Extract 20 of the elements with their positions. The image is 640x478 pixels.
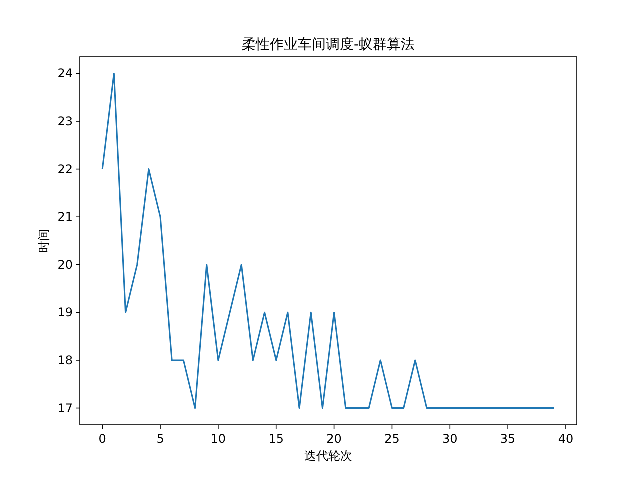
y-tick-label: 22 (58, 162, 73, 176)
chart-title: 柔性作业车间调度-蚁群算法 (242, 37, 416, 53)
y-tick-label: 21 (58, 210, 73, 224)
x-tick-label: 20 (326, 432, 342, 446)
x-tick-label: 40 (558, 432, 574, 446)
y-tick-label: 19 (58, 306, 73, 320)
x-tick-label: 35 (500, 432, 516, 446)
y-tick-label: 17 (58, 401, 73, 416)
x-tick-label: 30 (442, 432, 458, 446)
x-tick-label: 10 (210, 432, 226, 446)
y-axis-title: 时间 (37, 229, 51, 253)
y-tick-label: 23 (58, 114, 73, 129)
y-tick-label: 20 (58, 258, 73, 272)
x-tick-label: 5 (156, 432, 164, 446)
y-tick-label: 18 (58, 353, 73, 368)
x-tick-label: 25 (384, 432, 400, 446)
x-tick-label: 15 (268, 432, 284, 446)
y-tick-label: 24 (58, 66, 73, 81)
x-tick-label: 0 (98, 432, 106, 446)
x-axis-title: 迭代轮次 (304, 449, 352, 463)
